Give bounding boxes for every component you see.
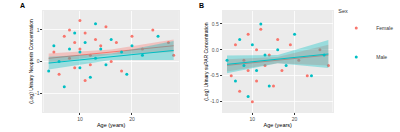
svg-text:-1.0: -1.0 bbox=[210, 98, 219, 104]
svg-text:0.5: 0.5 bbox=[212, 21, 219, 27]
svg-text:Sex: Sex bbox=[338, 8, 348, 14]
svg-text:Age (years): Age (years) bbox=[97, 122, 126, 128]
svg-text:20: 20 bbox=[129, 116, 135, 122]
svg-text:-1: -1 bbox=[35, 90, 40, 96]
svg-text:Male: Male bbox=[376, 54, 387, 60]
svg-text:10: 10 bbox=[77, 116, 83, 122]
svg-text:Female: Female bbox=[376, 25, 393, 31]
svg-text:(Log) Urinary suPAR Concentrat: (Log) Urinary suPAR Concentration bbox=[203, 22, 209, 100]
svg-text:0.0: 0.0 bbox=[212, 47, 219, 53]
svg-text:10: 10 bbox=[250, 116, 256, 122]
svg-text:B: B bbox=[199, 2, 204, 9]
svg-text:(Log) Urinary Neopterin Concen: (Log) Urinary Neopterin Concentration bbox=[28, 19, 34, 104]
svg-text:Age (years): Age (years) bbox=[263, 122, 292, 128]
svg-text:1: 1 bbox=[37, 27, 40, 33]
svg-text:A: A bbox=[20, 2, 25, 9]
svg-text:-0.5: -0.5 bbox=[210, 72, 219, 78]
svg-text:0: 0 bbox=[37, 58, 40, 64]
svg-text:20: 20 bbox=[292, 116, 298, 122]
